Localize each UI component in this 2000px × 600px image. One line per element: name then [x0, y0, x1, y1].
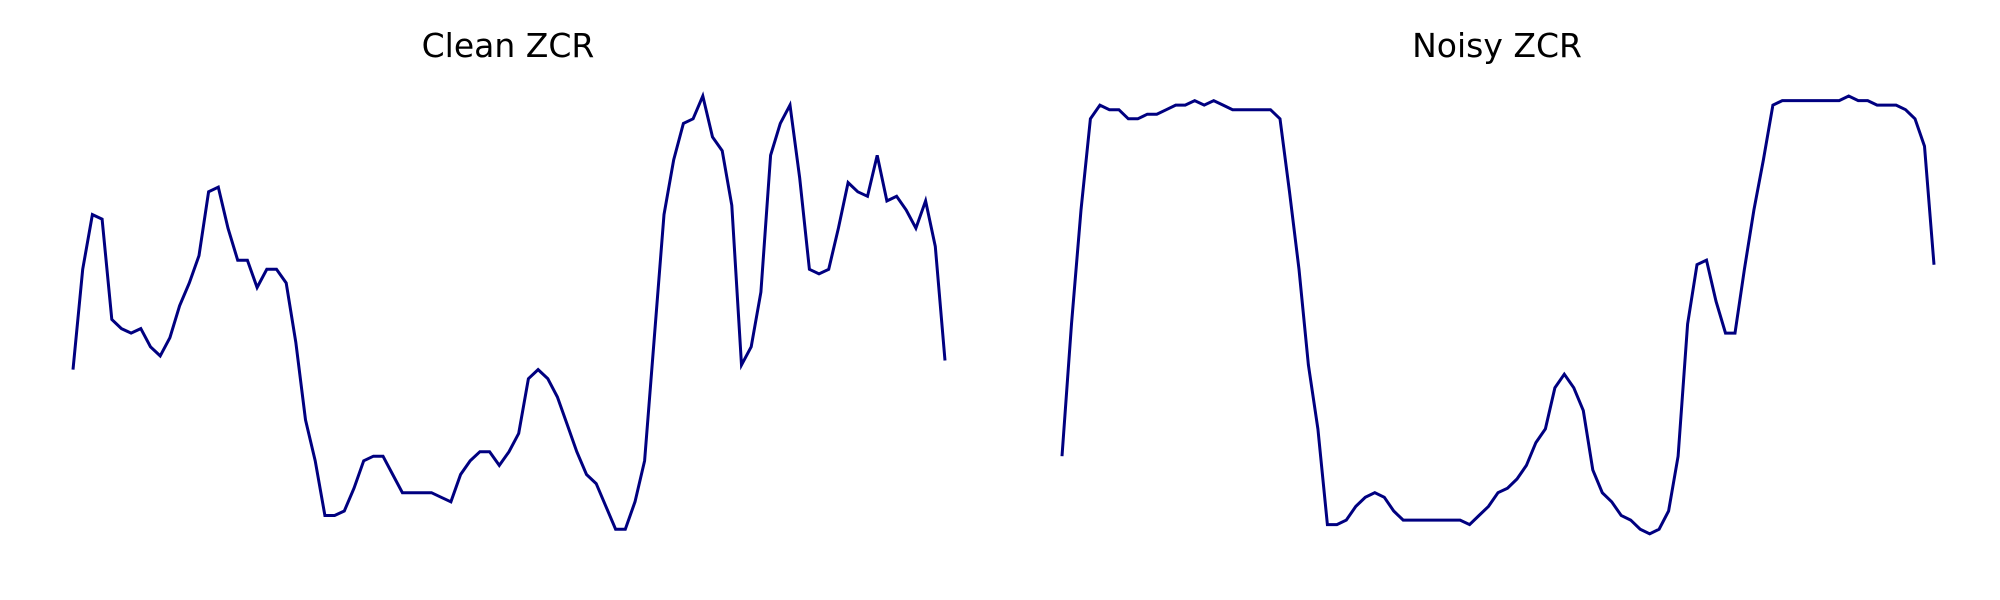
- chart-title-noisy-zcr: Noisy ZCR: [1412, 26, 1582, 65]
- panel-clean-zcr: Clean ZCR: [71, 26, 947, 531]
- chart-title-clean-zcr: Clean ZCR: [422, 26, 595, 65]
- series-line-clean-zcr: [71, 91, 947, 531]
- panel-noisy-zcr: Noisy ZCR: [1060, 26, 1936, 536]
- series-line-noisy-zcr: [1060, 94, 1936, 536]
